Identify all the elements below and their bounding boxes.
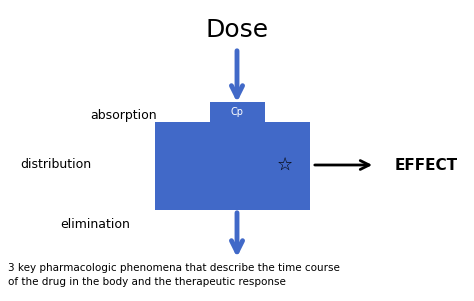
Text: ☆: ☆: [277, 156, 293, 174]
Text: EFFECT: EFFECT: [395, 157, 458, 172]
Bar: [210, 102, 265, 122]
Text: 3 key pharmacologic phenomena that describe the time course
of the drug in the b: 3 key pharmacologic phenomena that descr…: [8, 263, 340, 287]
Text: distribution: distribution: [20, 159, 91, 172]
Text: Dose: Dose: [205, 18, 269, 42]
Bar: [155, 122, 310, 210]
Text: absorption: absorption: [90, 108, 156, 122]
Text: Cp: Cp: [230, 107, 244, 117]
Text: elimination: elimination: [60, 218, 130, 231]
